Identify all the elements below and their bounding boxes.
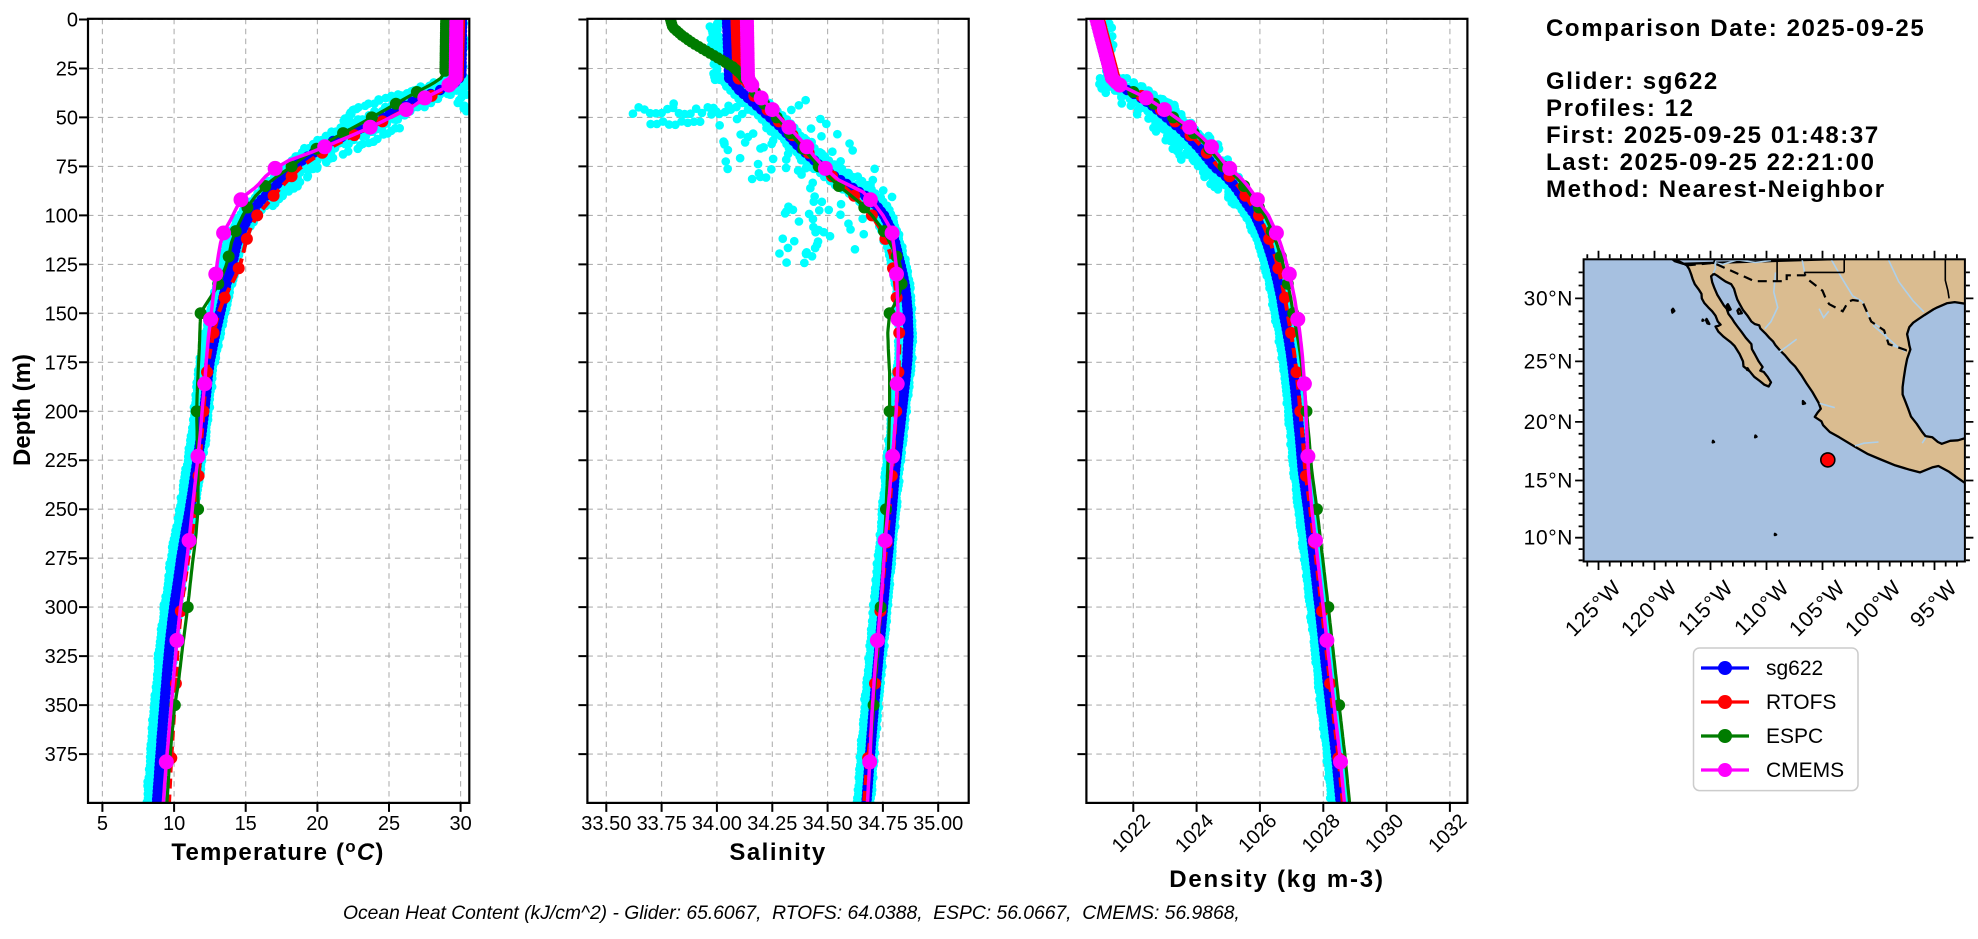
svg-text:175: 175 <box>45 352 78 374</box>
svg-text:25°N: 25°N <box>1524 350 1573 373</box>
svg-text:20: 20 <box>306 813 328 835</box>
svg-text:Ocean Heat Content (kJ/cm^2) -: Ocean Heat Content (kJ/cm^2) - Glider: 6… <box>343 903 1240 924</box>
svg-text:34.00: 34.00 <box>692 813 742 835</box>
svg-text:Profiles: 12: Profiles: 12 <box>1546 95 1695 122</box>
svg-text:Density (kg m-3): Density (kg m-3) <box>1169 866 1385 893</box>
svg-text:15: 15 <box>235 813 257 835</box>
svg-text:RTOFS: RTOFS <box>1766 691 1836 714</box>
svg-text:10°N: 10°N <box>1524 527 1573 550</box>
svg-text:25: 25 <box>378 813 400 835</box>
svg-text:Last: 2025-09-25 22:21:00: Last: 2025-09-25 22:21:00 <box>1546 149 1876 176</box>
svg-text:300: 300 <box>45 597 78 619</box>
svg-text:Depth (m): Depth (m) <box>9 354 36 466</box>
svg-text:33.75: 33.75 <box>637 813 687 835</box>
svg-text:34.50: 34.50 <box>803 813 853 835</box>
svg-text:34.25: 34.25 <box>747 813 797 835</box>
svg-text:10: 10 <box>163 813 185 835</box>
svg-text:5: 5 <box>97 813 108 835</box>
svg-text:125: 125 <box>45 254 78 276</box>
svg-text:ESPC: ESPC <box>1766 725 1823 748</box>
svg-text:15°N: 15°N <box>1524 470 1573 493</box>
svg-text:35.00: 35.00 <box>913 813 963 835</box>
svg-text:30: 30 <box>449 813 471 835</box>
svg-text:34.75: 34.75 <box>858 813 908 835</box>
svg-text:sg622: sg622 <box>1766 657 1823 680</box>
svg-text:30°N: 30°N <box>1524 287 1573 310</box>
svg-text:33.50: 33.50 <box>581 813 631 835</box>
svg-text:CMEMS: CMEMS <box>1766 759 1844 782</box>
svg-text:First: 2025-09-25 01:48:37: First: 2025-09-25 01:48:37 <box>1546 122 1880 149</box>
svg-text:Comparison Date: 2025-09-25: Comparison Date: 2025-09-25 <box>1546 15 1925 42</box>
svg-text:25: 25 <box>56 59 78 81</box>
svg-text:100: 100 <box>45 205 78 227</box>
svg-text:150: 150 <box>45 303 78 325</box>
svg-text:Glider: sg622: Glider: sg622 <box>1546 68 1719 95</box>
svg-text:250: 250 <box>45 499 78 521</box>
svg-text:0: 0 <box>67 10 78 32</box>
svg-text:350: 350 <box>45 695 78 717</box>
svg-text:325: 325 <box>45 646 78 668</box>
svg-text:Salinity: Salinity <box>729 839 826 866</box>
svg-text:375: 375 <box>45 744 78 766</box>
svg-text:225: 225 <box>45 450 78 472</box>
svg-text:275: 275 <box>45 548 78 570</box>
svg-text:50: 50 <box>56 107 78 129</box>
svg-text:Method: Nearest-Neighbor: Method: Nearest-Neighbor <box>1546 176 1886 203</box>
svg-text:20°N: 20°N <box>1524 411 1573 434</box>
svg-text:75: 75 <box>56 156 78 178</box>
svg-text:200: 200 <box>45 401 78 423</box>
